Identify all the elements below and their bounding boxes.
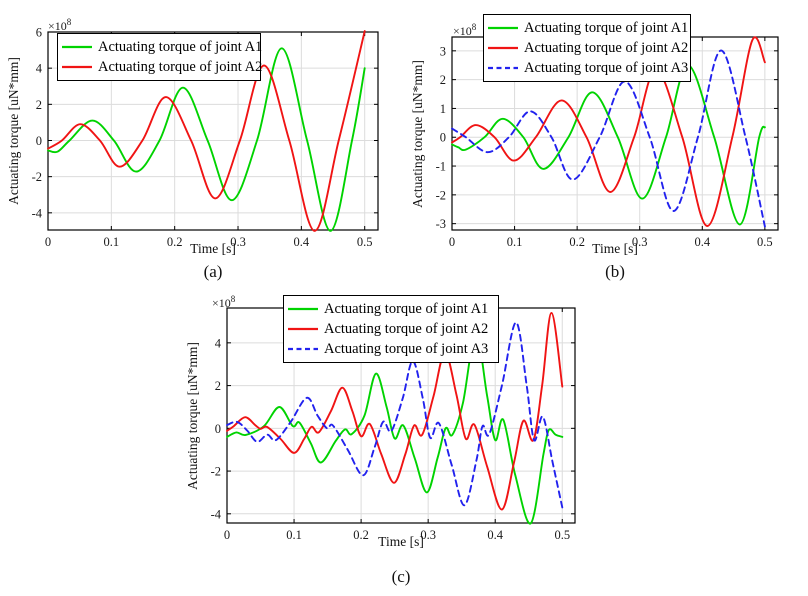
x-tick-label: 0.2	[353, 528, 369, 542]
legend-label: Actuating torque of joint A1	[324, 301, 489, 317]
legend-label: Actuating torque of joint A2	[324, 321, 489, 337]
legend-entry: Actuating torque of joint A1	[288, 299, 492, 319]
legend-line-sample	[488, 46, 518, 50]
x-tick-label: 0.5	[554, 528, 570, 542]
y-tick-label: 4	[36, 62, 43, 76]
y-axis-exponent: ×108	[212, 294, 235, 311]
exponent-power: 8	[230, 294, 236, 304]
legend-b: Actuating torque of joint A1 Actuating to…	[483, 14, 691, 82]
x-tick-label: 0.4	[694, 235, 710, 249]
legend-label: Actuating torque of joint A2	[524, 40, 689, 56]
legend-entry: Actuating torque of joint A2	[62, 57, 262, 77]
series-line-1	[451, 64, 766, 226]
legend-label: Actuating torque of joint A1	[98, 39, 263, 55]
legend-line-sample	[288, 327, 318, 331]
series-line-1	[226, 332, 564, 525]
x-tick-label: 0.3	[420, 528, 436, 542]
axes-border	[47, 31, 379, 231]
plot-canvas-c: 0 0.1 0.2 0.3 0.4 0.5 -4 -2 0 2 4	[211, 307, 576, 542]
y-tick-label: 0	[36, 134, 42, 148]
series-line-2	[47, 30, 366, 232]
subplot-a: 0 0.1 0.2 0.3 0.4 0.5 -4 -2 0 2 4 6 ×108 Actuating …	[0, 0, 404, 290]
y-tick-label: 1	[440, 102, 446, 116]
x-axis-title: Time [s]	[190, 241, 236, 256]
y-tick-label: -1	[436, 160, 446, 174]
legend-c: Actuating torque of joint A1 Actuating to…	[283, 295, 499, 363]
legend-entry: Actuating torque of joint A3	[288, 339, 492, 359]
y-tick-label: 2	[440, 73, 446, 87]
exponent-power: 8	[471, 22, 477, 32]
exponent-base: ×10	[48, 19, 67, 33]
legend-line-sample	[288, 307, 318, 311]
y-tick-label: -4	[211, 507, 222, 521]
x-tick-label: 0	[224, 528, 230, 542]
y-axis-title: Actuating torque [uN*mm]	[185, 341, 200, 490]
y-tick-label: 4	[215, 336, 222, 350]
y-axis-exponent: ×108	[48, 17, 71, 34]
x-tick-label: 0.4	[487, 528, 503, 542]
legend-entry: Actuating torque of joint A2	[288, 319, 492, 339]
y-tick-label: 2	[36, 98, 42, 112]
legend-line-sample	[488, 66, 518, 70]
x-tick-label: 0.3	[230, 235, 246, 249]
x-tick-label: 0.5	[757, 235, 773, 249]
x-axis-title: Time [s]	[378, 534, 424, 549]
legend-entry: Actuating torque of joint A1	[488, 18, 688, 38]
panel-label-b: (b)	[605, 262, 625, 281]
y-tick-label: -4	[32, 206, 43, 220]
y-tick-label: 0	[440, 131, 446, 145]
y-tick-label: 0	[215, 422, 221, 436]
series-line-3	[226, 321, 564, 509]
y-tick-label: -2	[32, 170, 42, 184]
x-tick-label: 0.1	[286, 528, 302, 542]
exponent-base: ×10	[453, 24, 472, 38]
x-tick-label: 0	[449, 235, 455, 249]
legend-line-sample	[288, 347, 318, 351]
y-axis-exponent: ×108	[453, 22, 476, 39]
legend-label: Actuating torque of joint A1	[524, 20, 689, 36]
legend-entry: Actuating torque of joint A1	[62, 37, 262, 57]
y-axis-title: Actuating torque [uN*mm]	[6, 57, 21, 205]
plot-canvas-a: 0 0.1 0.2 0.3 0.4 0.5 -4 -2 0 2 4 6	[32, 26, 379, 249]
exponent-power: 8	[66, 17, 72, 27]
x-tick-label: 0.1	[104, 235, 120, 249]
y-tick-label: 6	[36, 26, 42, 40]
x-tick-label: 0.2	[167, 235, 183, 249]
y-tick-label: -2	[211, 465, 221, 479]
legend-label: Actuating torque of joint A3	[324, 341, 489, 357]
legend-a: Actuating torque of joint A1 Actuating to…	[57, 33, 262, 81]
exponent-base: ×10	[212, 296, 231, 310]
y-tick-label: -2	[436, 188, 446, 202]
legend-entry: Actuating torque of joint A2	[488, 38, 688, 58]
series-line-3	[451, 49, 766, 228]
x-tick-label: 0.2	[569, 235, 585, 249]
x-axis-title: Time [s]	[592, 241, 638, 256]
y-tick-label: -3	[436, 217, 446, 231]
series-line-2	[451, 36, 766, 227]
x-tick-label: 0.5	[357, 235, 373, 249]
y-tick-label: 3	[440, 44, 446, 58]
legend-label: Actuating torque of joint A2	[98, 59, 263, 75]
legend-line-sample	[62, 45, 92, 49]
subplot-b: 0 0.1 0.2 0.3 0.4 0.5 -3 -2 -1 0 1 2 3 ×108 Actuatin…	[404, 0, 808, 290]
legend-entry: Actuating torque of joint A3	[488, 58, 688, 78]
subplot-c: 0 0.1 0.2 0.3 0.4 0.5 -4 -2 0 2 4 ×108 Actuating t…	[180, 290, 628, 596]
x-tick-label: 0.3	[632, 235, 648, 249]
y-tick-label: 2	[215, 379, 221, 393]
legend-label: Actuating torque of joint A3	[524, 60, 689, 76]
y-axis-title: Actuating torque [uN*mm]	[410, 59, 425, 208]
panel-label-c: (c)	[391, 567, 411, 586]
legend-line-sample	[62, 65, 92, 69]
x-tick-label: 0	[45, 235, 51, 249]
x-tick-label: 0.4	[294, 235, 310, 249]
legend-line-sample	[488, 26, 518, 30]
x-tick-label: 0.1	[507, 235, 523, 249]
panel-label-a: (a)	[203, 262, 223, 281]
series-line-2	[226, 311, 564, 511]
